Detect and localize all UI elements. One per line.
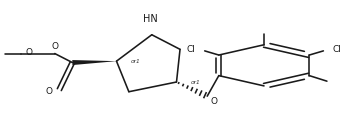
Text: Cl: Cl [187,45,196,54]
Text: or1: or1 [191,80,201,85]
Text: O: O [45,87,52,95]
Text: O: O [52,42,59,51]
Text: or1: or1 [131,59,141,64]
Text: Cl: Cl [333,45,341,54]
Text: O: O [210,97,217,106]
Text: O: O [25,48,32,57]
Polygon shape [72,60,116,65]
Text: HN: HN [143,14,157,24]
